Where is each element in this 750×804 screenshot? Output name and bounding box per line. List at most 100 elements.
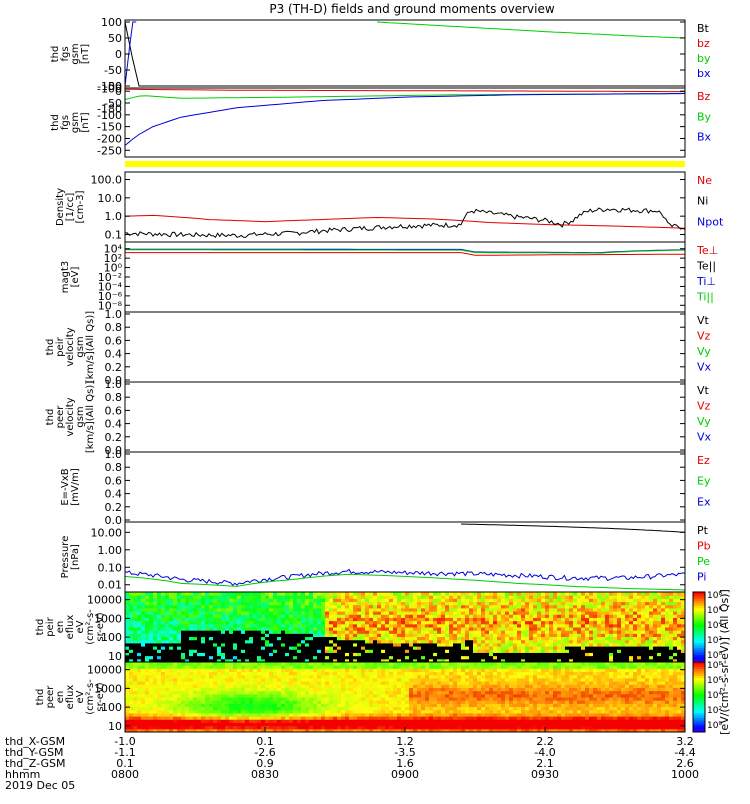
- heatmap-cell: [425, 624, 430, 628]
- heatmap-cell: [669, 656, 674, 660]
- heatmap-cell: [257, 598, 262, 602]
- heatmap-cell: [569, 598, 574, 602]
- heatmap-cell: [325, 700, 330, 704]
- heatmap-cell: [245, 630, 250, 634]
- heatmap-cell: [161, 611, 166, 615]
- fgs_ds-series-Bz: [125, 89, 685, 91]
- heatmap-cell: [341, 719, 346, 723]
- heatmap-cell: [329, 668, 334, 672]
- heatmap-cell: [241, 621, 246, 625]
- heatmap-cell: [521, 621, 526, 625]
- heatmap-cell: [581, 598, 586, 602]
- heatmap-cell: [353, 621, 358, 625]
- heatmap-cell: [389, 643, 394, 647]
- heatmap-cell: [233, 672, 238, 676]
- heatmap-cell: [333, 627, 338, 631]
- heatmap-cell: [401, 637, 406, 641]
- heatmap-cell: [345, 700, 350, 704]
- heatmap-cell: [213, 621, 218, 625]
- heatmap-cell: [217, 617, 222, 621]
- heatmap-cell: [293, 697, 298, 701]
- heatmap-cell: [125, 703, 130, 707]
- heatmap-cell: [381, 687, 386, 691]
- heatmap-cell: [169, 719, 174, 723]
- heatmap-cell: [317, 707, 322, 711]
- heatmap-cell: [313, 668, 318, 672]
- heatmap-cell: [137, 611, 142, 615]
- heatmap-cell: [169, 592, 174, 596]
- heatmap-cell: [361, 684, 366, 688]
- heatmap-cell: [669, 652, 674, 656]
- heatmap-cell: [213, 605, 218, 609]
- heatmap-cell: [425, 592, 430, 596]
- heatmap-cell: [173, 700, 178, 704]
- heatmap-cell: [457, 652, 462, 656]
- heatmap-cell: [229, 614, 234, 618]
- heatmap-cell: [329, 614, 334, 618]
- heatmap-cell: [517, 605, 522, 609]
- heatmap-cell: [265, 592, 270, 596]
- heatmap-cell: [313, 665, 318, 669]
- heatmap-cell: [273, 707, 278, 711]
- heatmap-cell: [369, 605, 374, 609]
- heatmap-cell: [601, 614, 606, 618]
- heatmap-cell: [177, 592, 182, 596]
- heatmap-cell: [149, 719, 154, 723]
- heatmap-cell: [269, 703, 274, 707]
- heatmap-cell: [501, 608, 506, 612]
- heatmap-cell: [657, 646, 662, 650]
- heatmap-cell: [269, 719, 274, 723]
- heatmap-cell: [285, 592, 290, 596]
- heatmap-cell: [529, 611, 534, 615]
- heatmap-cell: [669, 630, 674, 634]
- heatmap-cell: [205, 652, 210, 656]
- heatmap-cell: [381, 608, 386, 612]
- heatmap-cell: [253, 726, 258, 730]
- heatmap-cell: [141, 681, 146, 685]
- heatmap-cell: [533, 627, 538, 631]
- heatmap-cell: [521, 649, 526, 653]
- heatmap-cell: [357, 649, 362, 653]
- heatmap-cell: [313, 656, 318, 660]
- heatmap-cell: [593, 630, 598, 634]
- heatmap-cell: [165, 687, 170, 691]
- heatmap-cell: [345, 722, 350, 726]
- heatmap-cell: [269, 652, 274, 656]
- heatmap-cell: [417, 624, 422, 628]
- heatmap-cell: [253, 716, 258, 720]
- heatmap-cell: [433, 633, 438, 637]
- heatmap-cell: [445, 656, 450, 660]
- heatmap-cell: [489, 627, 494, 631]
- heatmap-cell: [633, 656, 638, 660]
- heatmap-cell: [581, 617, 586, 621]
- heatmap-cell: [529, 656, 534, 660]
- heatmap-cell: [477, 608, 482, 612]
- heatmap-cell: [257, 595, 262, 599]
- heatmap-cell: [321, 627, 326, 631]
- y-tick-label: 10.00: [91, 526, 123, 539]
- heatmap-cell: [249, 726, 254, 730]
- heatmap-cell: [613, 608, 618, 612]
- heatmap-cell: [249, 684, 254, 688]
- heatmap-cell: [285, 614, 290, 618]
- heatmap-cell: [189, 684, 194, 688]
- heatmap-cell: [393, 652, 398, 656]
- heatmap-cell: [337, 643, 342, 647]
- heatmap-cell: [625, 602, 630, 606]
- heatmap-cell: [249, 700, 254, 704]
- heatmap-cell: [321, 710, 326, 714]
- heatmap-cell: [669, 605, 674, 609]
- heatmap-cell: [501, 621, 506, 625]
- heatmap-cell: [605, 646, 610, 650]
- heatmap-cell: [477, 621, 482, 625]
- heatmap-cell: [573, 598, 578, 602]
- heatmap-cell: [513, 621, 518, 625]
- heatmap-cell: [633, 611, 638, 615]
- heatmap-cell: [429, 598, 434, 602]
- heatmap-cell: [329, 617, 334, 621]
- heatmap-cell: [557, 652, 562, 656]
- heatmap-cell: [265, 614, 270, 618]
- heatmap-cell: [413, 649, 418, 653]
- heatmap-cell: [129, 640, 134, 644]
- heatmap-cell: [277, 716, 282, 720]
